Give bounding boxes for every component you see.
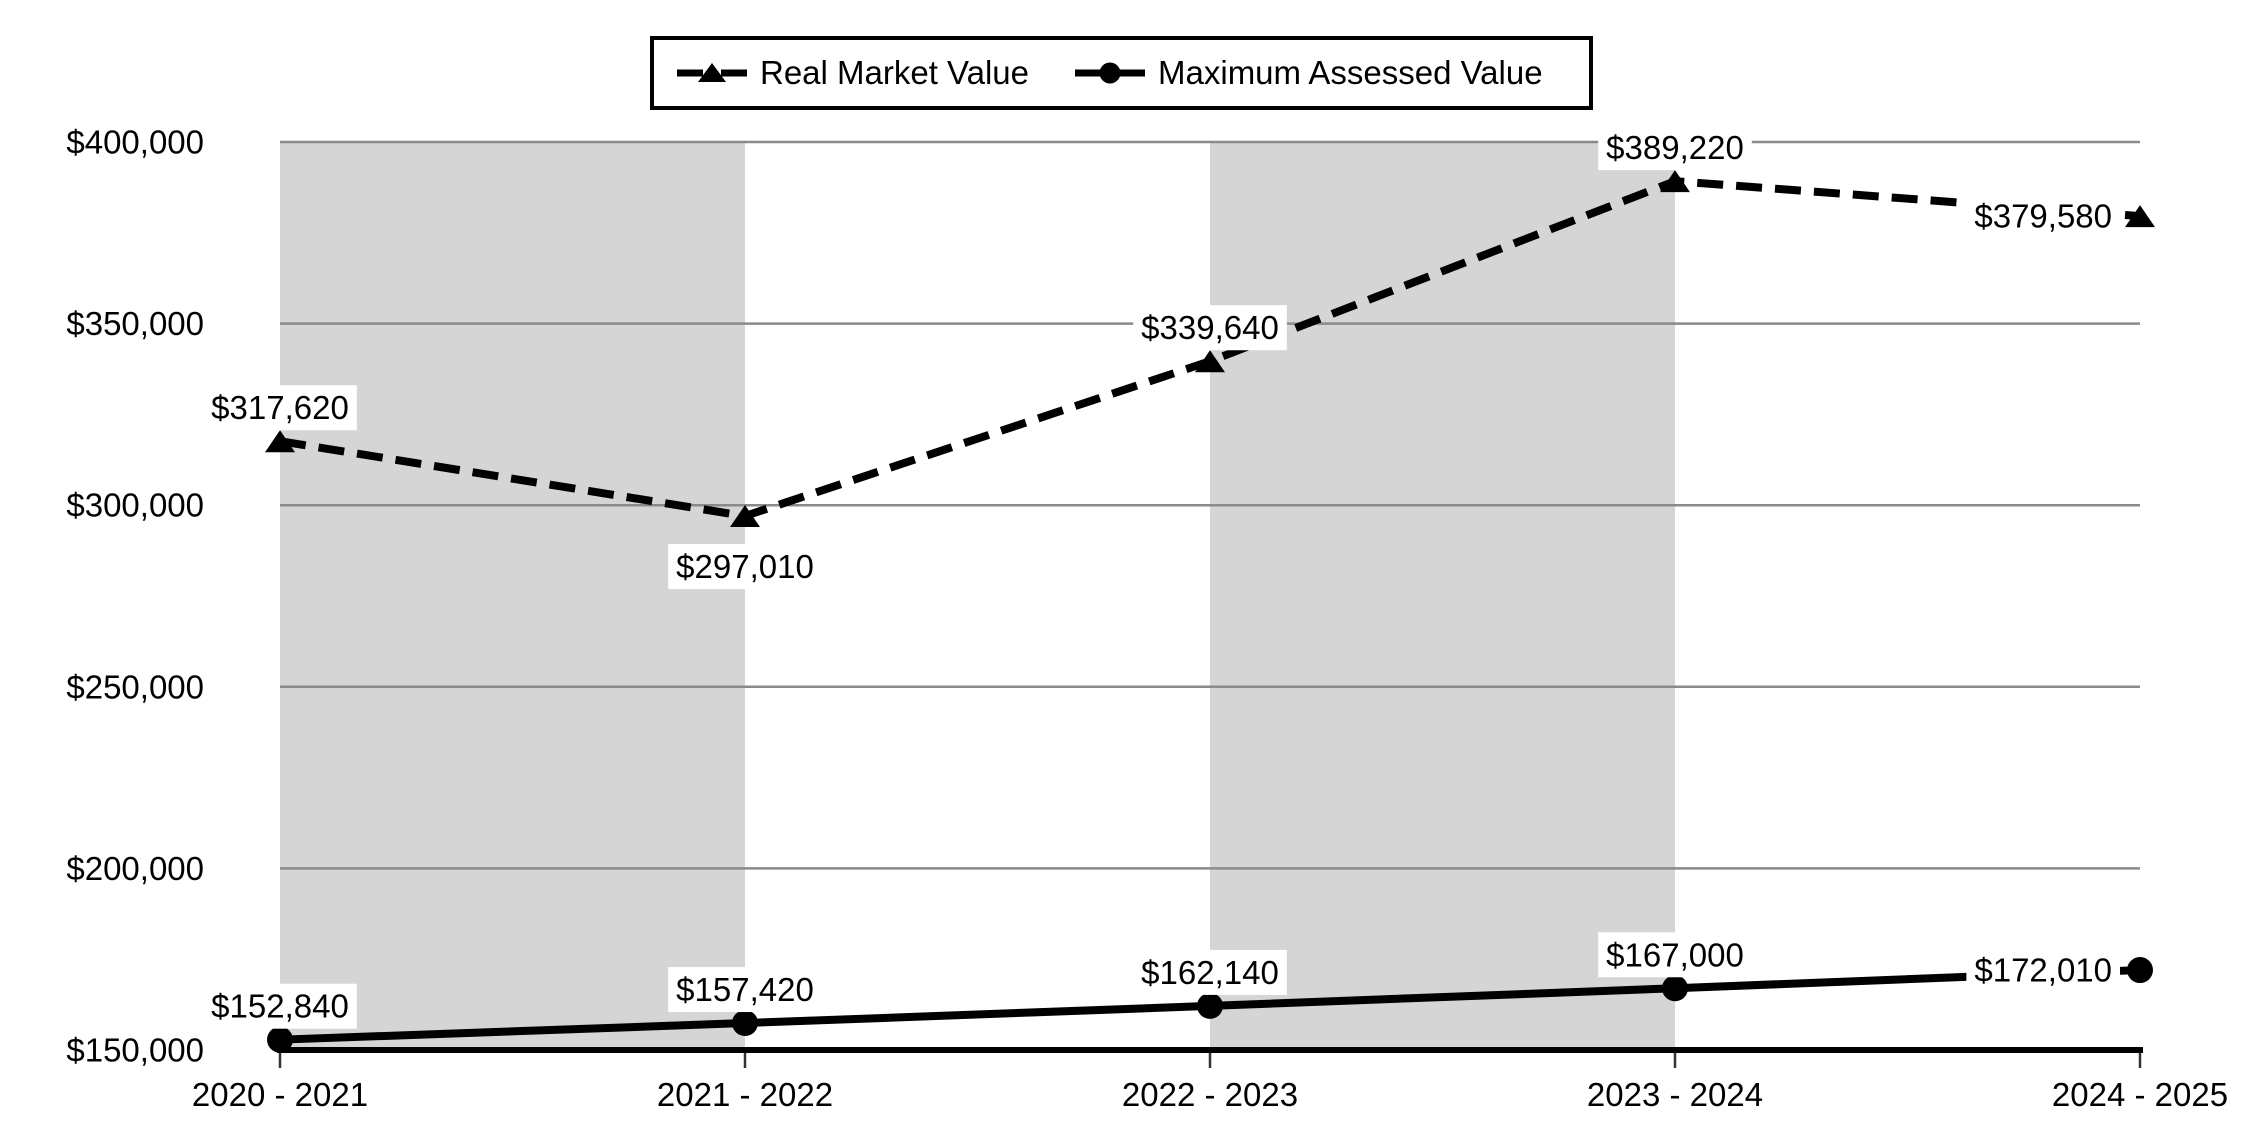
y-axis-tick-label: $200,000 xyxy=(66,850,204,887)
data-label-background xyxy=(668,967,822,1013)
data-point-marker-triangle xyxy=(730,505,760,528)
data-label: $157,420 xyxy=(676,971,814,1008)
legend-label-real-market-value: Real Market Value xyxy=(760,54,1030,91)
data-point-marker-triangle xyxy=(1195,350,1225,373)
data-label: $172,010 xyxy=(1974,952,2112,989)
data-point-marker-circle xyxy=(732,1010,758,1037)
y-axis-tick-label: $350,000 xyxy=(66,305,204,342)
data-label-background xyxy=(1966,947,2120,993)
x-axis-tick-label: 2020 - 2021 xyxy=(192,1076,368,1113)
data-point-marker-circle xyxy=(267,1026,293,1053)
data-label: $167,000 xyxy=(1606,936,1744,973)
data-point-marker-circle xyxy=(1197,992,1223,1019)
legend-item-real-market-value: Real Market Value xyxy=(677,54,1029,92)
solid-line-circle-marker-icon xyxy=(1075,62,1146,84)
x-axis-tick-label: 2024 - 2025 xyxy=(2052,1076,2228,1113)
data-label-background xyxy=(668,544,822,590)
legend-label-maximum-assessed-value: Maximum Assessed Value xyxy=(1158,54,1543,91)
data-label-background xyxy=(203,983,357,1029)
data-label-background xyxy=(1598,932,1752,978)
data-label: $317,620 xyxy=(211,389,349,426)
plot-band xyxy=(280,142,745,1050)
y-axis-tick-label: $150,000 xyxy=(66,1032,204,1069)
data-label-background xyxy=(1133,949,1287,995)
x-axis-tick-label: 2022 - 2023 xyxy=(1122,1076,1298,1113)
data-label: $389,220 xyxy=(1606,129,1744,166)
data-label: $339,640 xyxy=(1141,309,1279,346)
legend: Real Market Value Maximum Assessed Value xyxy=(650,36,1593,110)
data-label-background xyxy=(1598,125,1752,171)
legend-item-maximum-assessed-value: Maximum Assessed Value xyxy=(1075,54,1543,92)
plot-band xyxy=(1210,142,1675,1050)
data-label-background xyxy=(1966,193,2120,239)
dashed-line-triangle-marker-icon xyxy=(677,63,747,82)
data-point-marker-circle xyxy=(1662,975,1688,1002)
y-axis-tick-label: $400,000 xyxy=(66,124,204,161)
data-point-marker-triangle xyxy=(2125,205,2155,228)
y-axis-tick-label: $300,000 xyxy=(66,487,204,524)
data-point-marker-triangle xyxy=(1660,170,1690,193)
data-label: $297,010 xyxy=(676,548,814,585)
data-label: $152,840 xyxy=(211,988,349,1025)
data-label-background xyxy=(1133,305,1287,351)
data-label: $379,580 xyxy=(1974,198,2112,235)
data-label: $162,140 xyxy=(1141,954,1279,991)
data-point-marker-triangle xyxy=(265,430,295,453)
x-axis-tick-label: 2023 - 2024 xyxy=(1587,1076,1763,1113)
y-axis-tick-label: $250,000 xyxy=(66,668,204,705)
x-axis-tick-label: 2021 - 2022 xyxy=(657,1076,833,1113)
data-point-marker-circle xyxy=(2127,957,2153,984)
data-label-background xyxy=(203,385,357,431)
